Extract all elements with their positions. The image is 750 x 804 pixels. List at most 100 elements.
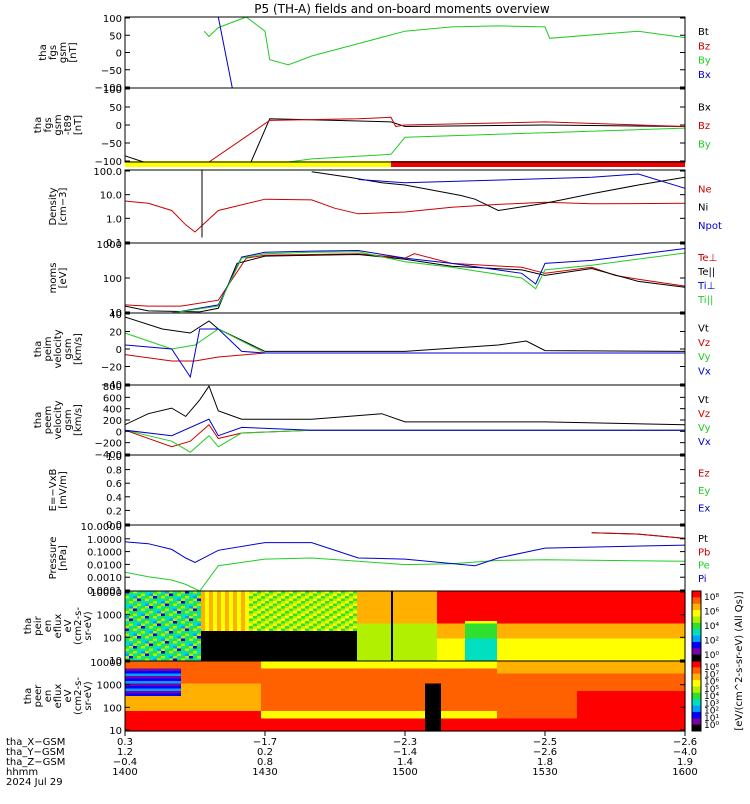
y-axis-label-line: [nPa] <box>58 545 69 571</box>
panel-frame <box>125 525 685 591</box>
series-line-te|| <box>125 255 685 312</box>
legend-entry: Bz <box>698 41 710 52</box>
y-tick-label: 0.8 <box>106 466 122 477</box>
y-tick-label: 100 <box>103 633 122 644</box>
y-tick-label: −20 <box>101 363 122 374</box>
panel-frame <box>125 455 685 525</box>
legend-entry: By <box>698 56 711 67</box>
legend-entry: Bz <box>698 121 710 132</box>
series-line-pe <box>125 558 685 591</box>
legend-entry: Te⊥ <box>697 253 717 264</box>
y-tick-label: −50 <box>101 139 122 150</box>
series-line-vx <box>125 329 685 377</box>
y-tick-label: 0.6 <box>106 479 122 490</box>
y-tick-label: 0.0100 <box>87 560 122 571</box>
y-tick-label: 0 <box>116 427 122 438</box>
legend-entry: Npot <box>698 221 722 232</box>
legend-entry: Vx <box>698 437 711 448</box>
legend-entry: Ti⊥ <box>697 281 715 292</box>
y-tick-label: 50 <box>109 103 122 114</box>
y-tick-label: 20 <box>109 328 122 339</box>
legend-entry: Vy <box>698 423 711 434</box>
y-tick-label: −200 <box>95 439 122 450</box>
y-tick-label: 0 <box>116 49 122 60</box>
y-tick-label: 0.4 <box>106 493 122 504</box>
panel-frame <box>125 170 685 243</box>
legend-entry: Vz <box>698 409 710 420</box>
y-tick-label: 1.0000 <box>87 535 122 546</box>
plot-title: P5 (TH-A) fields and on-board moments ov… <box>254 2 550 16</box>
y-axis-label-line: [km/s] <box>73 404 84 436</box>
y-tick-label: 100 <box>103 85 122 96</box>
panel-frame <box>125 17 685 88</box>
legend-entry: Ez <box>698 469 710 480</box>
legend-entry: Pb <box>698 547 710 558</box>
data-gap <box>391 591 393 661</box>
series-line-vt <box>125 317 685 351</box>
panel-frame <box>125 313 685 385</box>
y-tick-label: 0 <box>116 121 122 132</box>
y-axis-label: Pressure[nPa] <box>48 537 69 580</box>
y-tick-label: 50 <box>109 31 122 42</box>
y-tick-label: 100.0 <box>93 167 122 178</box>
legend-entry: Bx <box>698 70 711 81</box>
series-line-pb <box>592 533 685 539</box>
y-axis-label: moms[eV] <box>48 263 69 294</box>
y-tick-label: 600 <box>103 393 122 404</box>
y-tick-label: 40 <box>109 310 122 321</box>
y-axis-label-line: [km/s] <box>73 333 84 365</box>
y-tick-label: 10000 <box>90 588 122 599</box>
series-line-bz <box>125 117 685 162</box>
legend-entry: Vx <box>698 367 711 378</box>
y-axis-label: E=−VxB[mV/m] <box>48 469 69 512</box>
y-tick-label: 200 <box>103 416 122 427</box>
y-axis-label-line: [nT] <box>68 42 79 62</box>
series-line-vy <box>125 430 685 452</box>
legend-entry: Ni <box>698 203 708 214</box>
legend-entry: Vt <box>698 323 709 334</box>
panel-8: 10.00001.00000.10000.01000.00100.0001Pre… <box>48 522 710 597</box>
y-axis-label-line: [eV] <box>58 268 69 289</box>
legend-entry: Pt <box>698 534 708 545</box>
legend-entry: Bt <box>698 27 709 38</box>
legend-entry: Ti|| <box>697 295 713 306</box>
legend-entry: Vt <box>698 395 709 406</box>
legend-entry: Vz <box>698 338 710 349</box>
y-tick-label: 0.0010 <box>87 573 122 584</box>
y-tick-label: 1000 <box>97 611 122 622</box>
y-tick-label: 0 <box>116 345 122 356</box>
y-tick-label: 1.0 <box>106 214 122 225</box>
legend-entry: Pe <box>698 561 710 572</box>
y-axis-label-line: [nT] <box>73 115 84 135</box>
y-tick-label: 10.0 <box>100 191 122 202</box>
y-tick-label: 100 <box>103 14 122 25</box>
series-line-by <box>125 128 685 162</box>
legend-entry: Ex <box>698 504 710 515</box>
series-line-vz <box>125 353 685 361</box>
legend-entry: Te|| <box>697 267 715 278</box>
y-axis-label-line: [cm−3] <box>58 188 69 226</box>
series-line-npot <box>358 174 685 188</box>
y-axis-label-line: [mV/m] <box>58 471 69 509</box>
legend-entry: Bx <box>698 103 711 114</box>
series-line-pi <box>125 542 685 566</box>
legend-entry: By <box>698 140 711 151</box>
y-tick-label: 800 <box>103 382 122 393</box>
y-tick-label: 100 <box>103 274 122 285</box>
y-tick-label: −50 <box>101 66 122 77</box>
series-line-vy <box>125 329 685 353</box>
legend-entry: Vy <box>698 352 711 363</box>
